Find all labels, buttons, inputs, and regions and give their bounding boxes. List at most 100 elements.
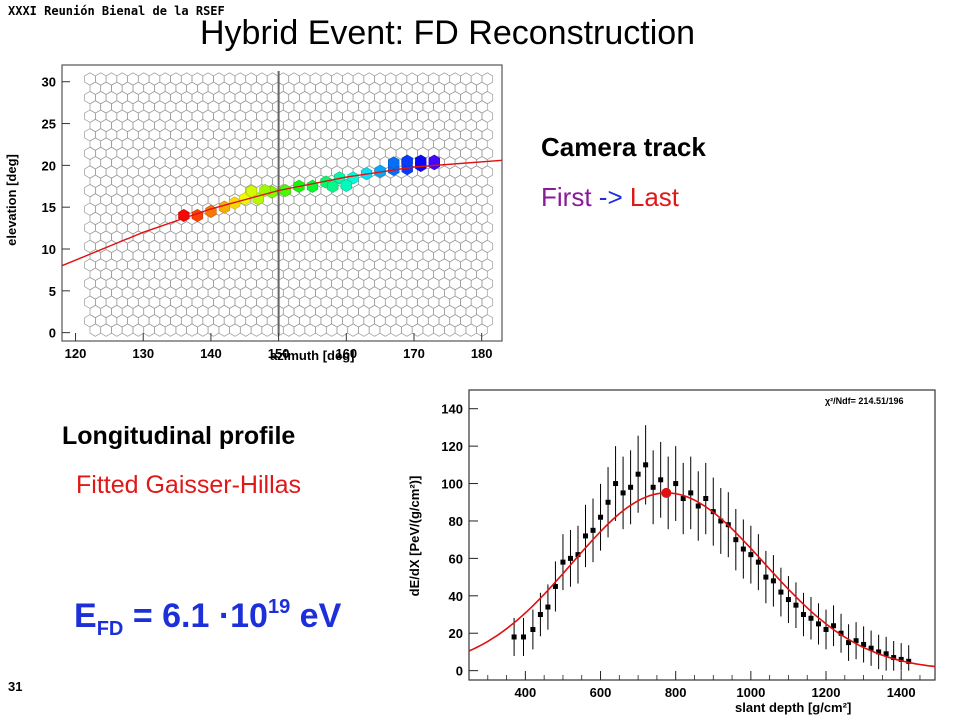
profile-data-point [598, 514, 604, 520]
profile-data-point [511, 634, 517, 640]
camera-xtick-label: 160 [335, 346, 357, 361]
energy-unit: eV [299, 597, 342, 635]
profile-data-point [853, 638, 859, 644]
energy-subscript: FD [96, 618, 124, 640]
profile-data-point [891, 655, 897, 661]
profile-data-point [605, 499, 611, 505]
profile-data-point [733, 537, 739, 543]
camera-ytick-label: 15 [42, 200, 56, 215]
profile-data-point [567, 555, 573, 561]
profile-data-point [650, 484, 656, 490]
profile-xtick-label: 1000 [736, 685, 765, 700]
profile-data-point [861, 641, 867, 647]
camera-ytick-label: 30 [42, 75, 56, 90]
chi2-annotation: χ²/Ndf= 214.51/196 [825, 396, 903, 406]
camera-ytick-label: 0 [49, 326, 56, 341]
profile-ytick-label: 120 [441, 439, 463, 454]
energy-symbol: E [74, 597, 97, 635]
camera-hit-pixel [401, 154, 413, 168]
camera-hit-pixel [415, 154, 427, 168]
camera-ytick-label: 25 [42, 117, 56, 132]
profile-data-point [688, 490, 694, 496]
profile-data-point [800, 612, 806, 618]
camera-track-legend: First -> Last [541, 182, 679, 213]
profile-data-point [628, 484, 634, 490]
profile-data-point [770, 578, 776, 584]
profile-data-point [740, 546, 746, 552]
profile-data-point [590, 527, 596, 533]
profile-data-point [658, 477, 664, 483]
profile-data-point [808, 615, 814, 621]
profile-data-point [718, 518, 724, 524]
profile-data-point [778, 589, 784, 595]
camera-hit-pixel [306, 179, 319, 193]
camera-hit-pixel [387, 156, 400, 170]
profile-xtick-label: 1400 [887, 685, 916, 700]
profile-data-point [673, 481, 679, 487]
profile-data-point [537, 612, 543, 618]
energy-equals: = 6.1 ·10 [132, 597, 268, 635]
profile-data-point [613, 481, 619, 487]
first-label: First [541, 182, 592, 212]
energy-value: EFD = 6.1 ·1019 eV [74, 596, 341, 641]
camera-ytick-label: 5 [49, 284, 56, 299]
shower-max-marker [661, 487, 672, 498]
profile-data-point [560, 559, 566, 565]
camera-xtick-label: 150 [268, 346, 290, 361]
profile-ytick-label: 100 [441, 477, 463, 492]
profile-xtick-label: 600 [590, 685, 612, 700]
profile-title: Longitudinal profile [62, 422, 296, 450]
camera-hit-pixel [245, 184, 258, 198]
camera-hit-pixel [218, 200, 231, 214]
profile-data-point [635, 471, 641, 477]
conference-name: XXXI Reunión Bienal de la RSEF [8, 4, 225, 18]
profile-data-point [838, 630, 844, 636]
profile-data-point [680, 496, 686, 502]
profile-ytick-label: 0 [456, 664, 463, 679]
camera-hit-pixel [428, 154, 441, 168]
profile-data-point [883, 651, 889, 657]
profile-data-point [575, 552, 581, 558]
profile-xtick-label: 1200 [812, 685, 841, 700]
gaisser-hillas-fit-line [468, 492, 936, 668]
profile-data-point [823, 626, 829, 632]
profile-data-point [785, 597, 791, 603]
profile-xlabel: slant depth [g/cm²] [735, 700, 851, 715]
profile-data-point [520, 634, 526, 640]
longitudinal-profile-plot: 400 600 800 1000 1200 1400 0 20 40 60 80 100 120 140… [407, 389, 936, 715]
camera-ytick-label: 10 [42, 242, 56, 257]
profile-data-point [530, 626, 536, 632]
profile-xtick-label: 400 [515, 685, 537, 700]
camera-hit-pixel [374, 164, 386, 178]
profile-data-point [906, 658, 912, 664]
camera-xtick-label: 120 [65, 346, 87, 361]
energy-exponent: 19 [267, 596, 291, 618]
camera-ytick-label: 20 [42, 158, 56, 173]
page-number: 31 [8, 679, 23, 694]
camera-xtick-label: 140 [200, 346, 222, 361]
profile-data-point [876, 649, 882, 655]
profile-data-point [620, 490, 626, 496]
profile-data-point [748, 552, 754, 558]
profile-data-point [831, 623, 837, 629]
profile-ytick-label: 140 [441, 402, 463, 417]
slide-title: Hybrid Event: FD Reconstruction [200, 14, 696, 52]
profile-ytick-label: 60 [449, 551, 463, 566]
camera-xtick-label: 130 [132, 346, 154, 361]
camera-xtick-label: 180 [471, 346, 493, 361]
arrow-label: -> [598, 182, 623, 212]
camera-hit-pixel [205, 204, 217, 218]
profile-data-point [763, 574, 769, 580]
profile-data-point [816, 621, 821, 627]
profile-ytick-label: 20 [449, 626, 463, 641]
profile-data-point [552, 583, 558, 589]
camera-xlabel: azimuth [deg] [270, 348, 355, 363]
camera-hit-pixel [327, 179, 339, 193]
camera-hit-pixel [340, 178, 353, 192]
profile-data-point [868, 645, 874, 651]
profile-data-point [703, 496, 709, 502]
profile-ytick-label: 40 [449, 589, 463, 604]
profile-data-point [545, 604, 551, 610]
profile-data-point [846, 640, 852, 646]
profile-subtitle: Fitted Gaisser-Hillas [76, 471, 302, 499]
